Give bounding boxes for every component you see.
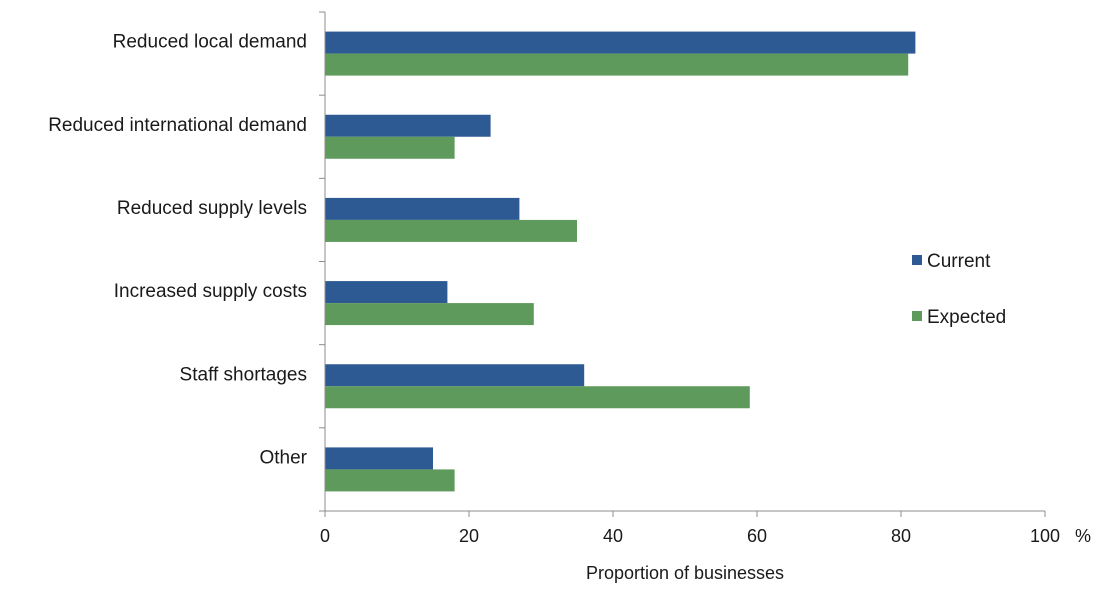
- category-label: Reduced local demand: [113, 32, 307, 53]
- bar-current-4: [325, 281, 448, 304]
- bars-layer: [325, 31, 916, 492]
- x-tick-label: 20: [459, 526, 479, 546]
- category-label: Staff shortages: [180, 364, 307, 385]
- bar-current-3: [325, 197, 520, 220]
- axes-layer: [319, 11, 1046, 517]
- bar-current-5: [325, 364, 585, 387]
- x-tick-label: 0: [320, 526, 330, 546]
- category-label: Increased supply costs: [114, 281, 307, 302]
- category-label: Reduced international demand: [48, 115, 307, 136]
- x-tick-label: 40: [603, 526, 623, 546]
- labels-layer: 0 20 40 60 80 100 Reduced local demand Reduced …: [48, 32, 1060, 546]
- category-label: Reduced supply levels: [117, 198, 307, 219]
- bar-expected-5: [325, 386, 750, 409]
- x-tick-label: 80: [891, 526, 911, 546]
- bar-expected-6: [325, 469, 455, 492]
- x-axis-title: Proportion of businesses: [586, 563, 784, 583]
- bar-expected-1: [325, 53, 909, 76]
- x-tick-label: 60: [747, 526, 767, 546]
- x-axis-unit-label: %: [1075, 526, 1091, 546]
- bar-expected-3: [325, 219, 577, 242]
- legend-label-expected: Expected: [927, 307, 1006, 328]
- bar-current-1: [325, 31, 916, 54]
- legend-swatch-current: [912, 255, 922, 265]
- x-tick-label: 100: [1030, 526, 1060, 546]
- bar-expected-2: [325, 136, 455, 159]
- category-label: Other: [259, 447, 307, 468]
- legend-swatch-expected: [912, 311, 922, 321]
- legend: Current Expected: [912, 251, 1006, 328]
- bar-expected-4: [325, 303, 534, 326]
- bar-current-6: [325, 447, 433, 470]
- legend-label-current: Current: [927, 251, 991, 272]
- bar-current-2: [325, 114, 491, 137]
